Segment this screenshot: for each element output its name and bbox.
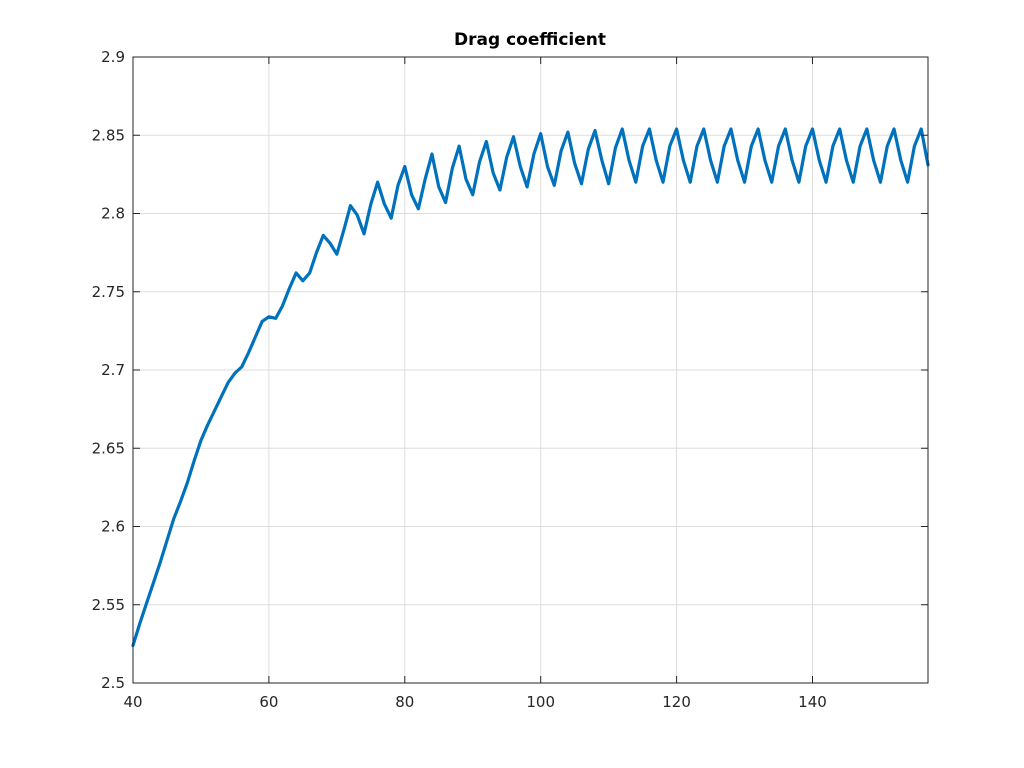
x-tick-label: 120: [662, 693, 691, 711]
ticks-layer: 40 60 80 100 120 140 2.5 2.55 2.6 2.65 2.7 2.75 2.8 2…: [92, 48, 928, 711]
y-tick-label: 2.65: [92, 439, 125, 457]
y-tick-label: 2.7: [101, 361, 125, 379]
x-tick-label: 80: [395, 693, 414, 711]
x-tick-label: 40: [123, 693, 142, 711]
y-tick-label: 2.9: [101, 48, 125, 66]
y-tick-label: 2.55: [92, 596, 125, 614]
grid-layer: [132, 56, 928, 684]
y-tick-label: 2.8: [101, 205, 125, 223]
y-tick-label: 2.6: [101, 518, 125, 536]
y-tick-label: 2.5: [101, 674, 125, 692]
series-line: [131, 127, 930, 648]
series-layer: [131, 127, 930, 648]
x-tick-label: 60: [259, 693, 278, 711]
x-tick-label: 140: [798, 693, 827, 711]
y-tick-label: 2.75: [92, 283, 125, 301]
y-tick-label: 2.85: [92, 126, 125, 144]
x-tick-label: 100: [526, 693, 555, 711]
chart-title: Drag coefficient: [454, 30, 606, 50]
